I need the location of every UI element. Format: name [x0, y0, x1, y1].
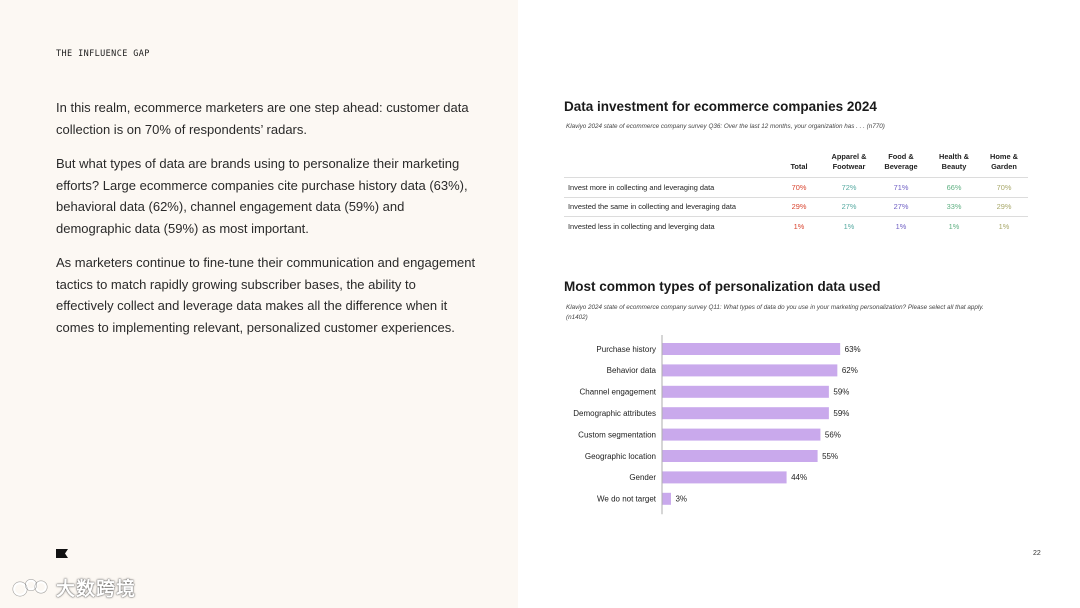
chart-category-label: Channel engagement	[579, 388, 656, 397]
left-panel: THE INFLUENCE GAP In this realm, ecommer…	[0, 0, 518, 608]
table-cell: 27%	[874, 196, 928, 217]
table-row-label: Invested less in collecting and levergin…	[564, 216, 774, 236]
personalization-bar-chart: Purchase history 63% Behavior data 62% Chann…	[573, 335, 861, 515]
chart-bar	[662, 471, 787, 484]
watermark-logo-icon	[12, 578, 48, 596]
chart-data-label: 56%	[825, 430, 841, 439]
table-header-cell: Apparel & Footwear	[831, 152, 867, 171]
table-row-label: Invested the same in collecting and leve…	[564, 196, 774, 217]
chart-source-note: Klaviyo 2024 state of ecommerce company …	[566, 304, 984, 321]
table-cell: 71%	[874, 177, 928, 197]
table-cell: 1%	[874, 216, 928, 236]
paragraph-3: As marketers continue to fine-tune their…	[56, 255, 476, 335]
chart-category-label: Geographic location	[585, 452, 656, 461]
section-tag: THE INFLUENCE GAP	[56, 49, 150, 59]
chart-category-label: Behavior data	[607, 366, 657, 375]
table-cell: 1%	[824, 216, 874, 236]
table-header-cell: Home & Garden	[990, 152, 1018, 171]
table-cell: 1%	[980, 216, 1028, 236]
table-cell: 72%	[824, 177, 874, 197]
paragraph-1: In this realm, ecommerce marketers are o…	[56, 100, 469, 137]
table-cell: 27%	[824, 196, 874, 217]
chart-category-label: Gender	[629, 473, 656, 482]
chart-data-label: 59%	[833, 409, 849, 418]
chart-data-label: 55%	[822, 452, 838, 461]
page-number: 22	[1033, 550, 1041, 557]
table-cell: 33%	[928, 196, 980, 217]
table-cell: 66%	[928, 177, 980, 197]
table-cell: 29%	[774, 196, 824, 217]
chart-title: Most common types of personalization dat…	[564, 279, 881, 294]
chart-bar	[662, 428, 821, 441]
watermark: 大数跨境	[10, 574, 136, 601]
chart-data-label: 44%	[791, 473, 807, 482]
body-text: In this realm, ecommerce marketers are o…	[56, 97, 476, 351]
chart-data-label: 62%	[842, 366, 858, 375]
chart-data-label: 59%	[833, 388, 849, 397]
chart-category-label: Custom segmentation	[578, 430, 656, 439]
chart-bar	[662, 407, 829, 420]
chart-bar	[662, 492, 671, 505]
chart-category-label: Purchase history	[596, 345, 656, 354]
table-row: Invested the same in collecting and leve…	[564, 196, 1028, 217]
table-row-label: Invest more in collecting and leveraging…	[564, 177, 774, 197]
data-investment-table: Total Apparel & Footwear Food & Beverage…	[564, 152, 1028, 236]
chart-data-label: 63%	[845, 345, 861, 354]
chart-bar	[662, 364, 838, 377]
table-cell: 29%	[980, 196, 1028, 217]
table-header-cell: Total	[790, 162, 808, 171]
table-header-cell: Food & Beverage	[884, 152, 918, 171]
table-source-note: Klaviyo 2024 state of ecommerce company …	[566, 123, 885, 130]
table-cell: 1%	[928, 216, 980, 236]
table-row: Invest more in collecting and leveraging…	[564, 177, 1028, 197]
table-cell: 1%	[774, 216, 824, 236]
chart-category-label: Demographic attributes	[573, 409, 656, 418]
paragraph-2: But what types of data are brands using …	[56, 156, 468, 236]
table-header-cell: Health & Beauty	[939, 152, 969, 171]
table-row: Invested less in collecting and levergin…	[564, 216, 1028, 236]
chart-bar	[662, 385, 829, 398]
chart-bar	[662, 343, 841, 355]
chart-data-label: 3%	[675, 495, 687, 504]
brand-flag-icon	[56, 549, 68, 558]
chart-bar	[662, 450, 818, 462]
table-cell: 70%	[980, 177, 1028, 197]
chart-category-label: We do not target	[597, 495, 657, 504]
table-header-row: Total Apparel & Footwear Food & Beverage…	[564, 152, 1028, 178]
table-header-blank	[564, 152, 774, 178]
right-panel	[518, 0, 1080, 608]
watermark-text: 大数跨境	[56, 579, 137, 600]
table-title: Data investment for ecommerce companies …	[564, 99, 877, 114]
table-cell: 70%	[774, 177, 824, 197]
